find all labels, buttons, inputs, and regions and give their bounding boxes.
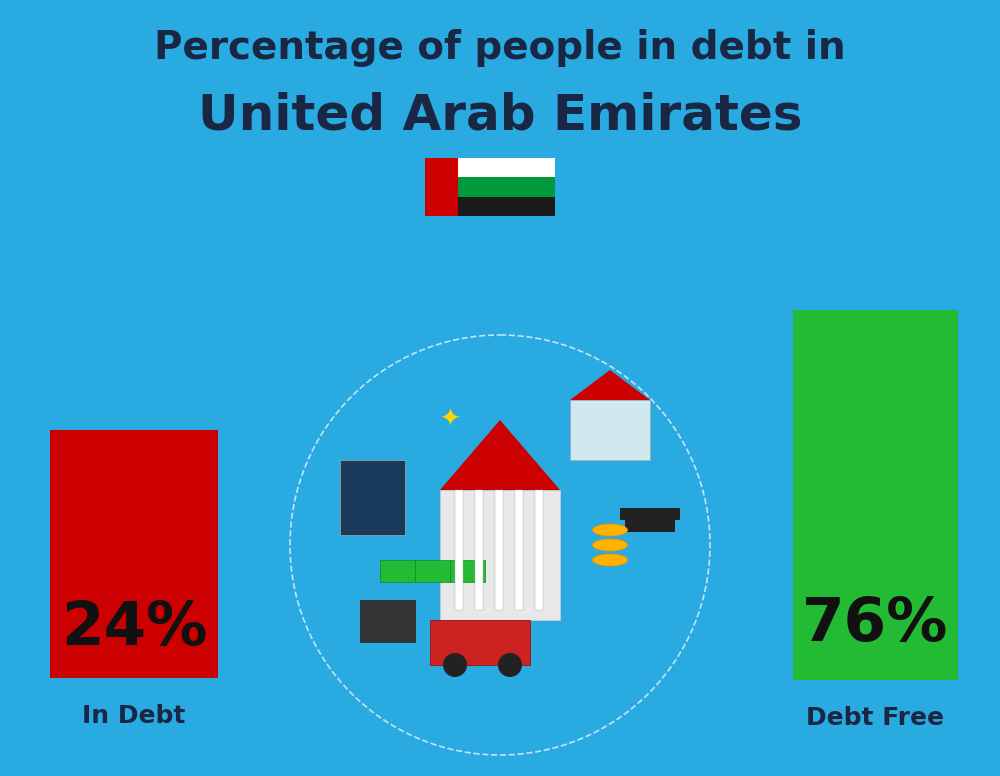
Bar [340, 460, 405, 535]
Ellipse shape [592, 539, 628, 551]
Bar [455, 490, 463, 610]
Text: United Arab Emirates: United Arab Emirates [198, 91, 802, 139]
Bar [458, 178, 555, 196]
Text: Percentage of people in debt in: Percentage of people in debt in [154, 29, 846, 67]
Bar [380, 560, 415, 582]
Bar [535, 490, 543, 610]
Bar [50, 430, 218, 678]
Bar [360, 600, 415, 642]
Bar [415, 560, 450, 582]
Bar [430, 620, 530, 665]
Polygon shape [570, 370, 650, 400]
Text: 76%: 76% [802, 595, 949, 654]
Text: 24%: 24% [61, 598, 207, 657]
Bar [458, 196, 555, 216]
Bar [793, 310, 958, 680]
Bar [570, 400, 650, 460]
Bar [620, 508, 680, 520]
Bar [475, 490, 483, 610]
Text: In Debt: In Debt [82, 704, 186, 728]
Bar [425, 158, 458, 216]
Circle shape [498, 653, 522, 677]
Polygon shape [440, 420, 560, 490]
Circle shape [443, 653, 467, 677]
Text: ✦: ✦ [440, 408, 460, 432]
Bar [450, 560, 485, 582]
Bar [440, 490, 560, 620]
Text: Debt Free: Debt Free [806, 706, 944, 730]
Bar [515, 490, 523, 610]
Bar [458, 158, 555, 178]
Bar [495, 490, 503, 610]
Ellipse shape [592, 524, 628, 536]
Ellipse shape [592, 554, 628, 566]
Bar [625, 520, 675, 532]
